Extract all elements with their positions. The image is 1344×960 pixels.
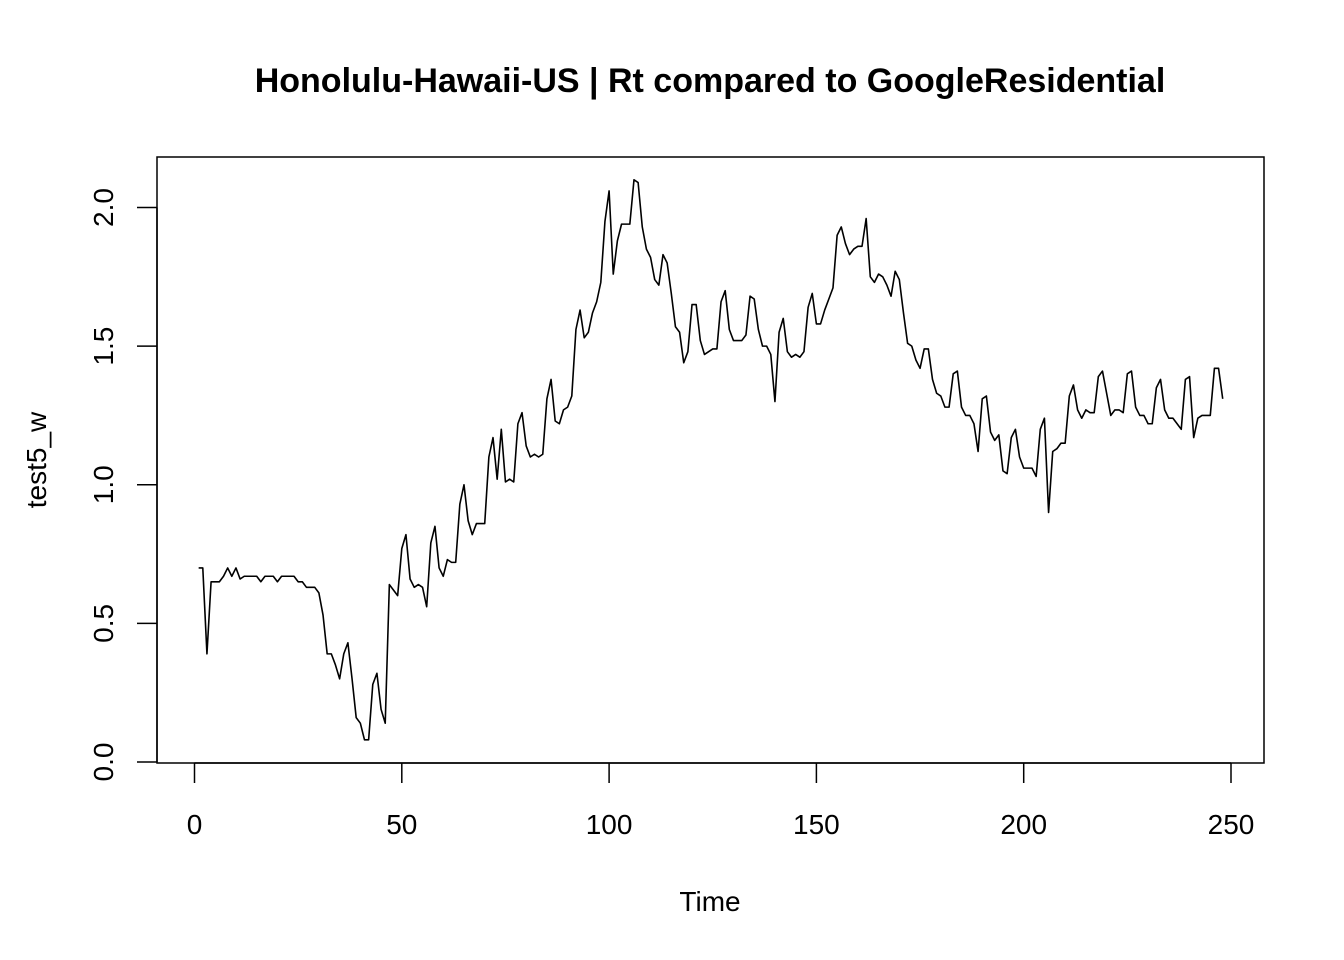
y-tick-label: 1.0 — [88, 465, 119, 504]
y-axis: 0.0 0.5 1.0 1.5 2.0 — [88, 188, 158, 782]
y-tick-label: 0.0 — [88, 743, 119, 782]
x-axis: 0 50 100 150 200 250 — [187, 762, 1255, 840]
plot-frame — [156, 156, 1265, 764]
y-axis-label: test5_w — [21, 411, 52, 508]
x-axis-label: Time — [679, 886, 740, 917]
x-tick-label: 250 — [1208, 809, 1255, 840]
x-tick-label: 150 — [793, 809, 840, 840]
y-tick-label: 0.5 — [88, 604, 119, 643]
y-tick-label: 2.0 — [88, 188, 119, 227]
x-tick-label: 0 — [187, 809, 203, 840]
y-tick-label: 1.5 — [88, 327, 119, 366]
x-tick-label: 200 — [1000, 809, 1047, 840]
chart-title: Honolulu-Hawaii-US | Rt compared to Goog… — [255, 62, 1166, 100]
x-tick-label: 50 — [386, 809, 417, 840]
series-line — [198, 178, 1224, 741]
x-tick-label: 100 — [586, 809, 633, 840]
